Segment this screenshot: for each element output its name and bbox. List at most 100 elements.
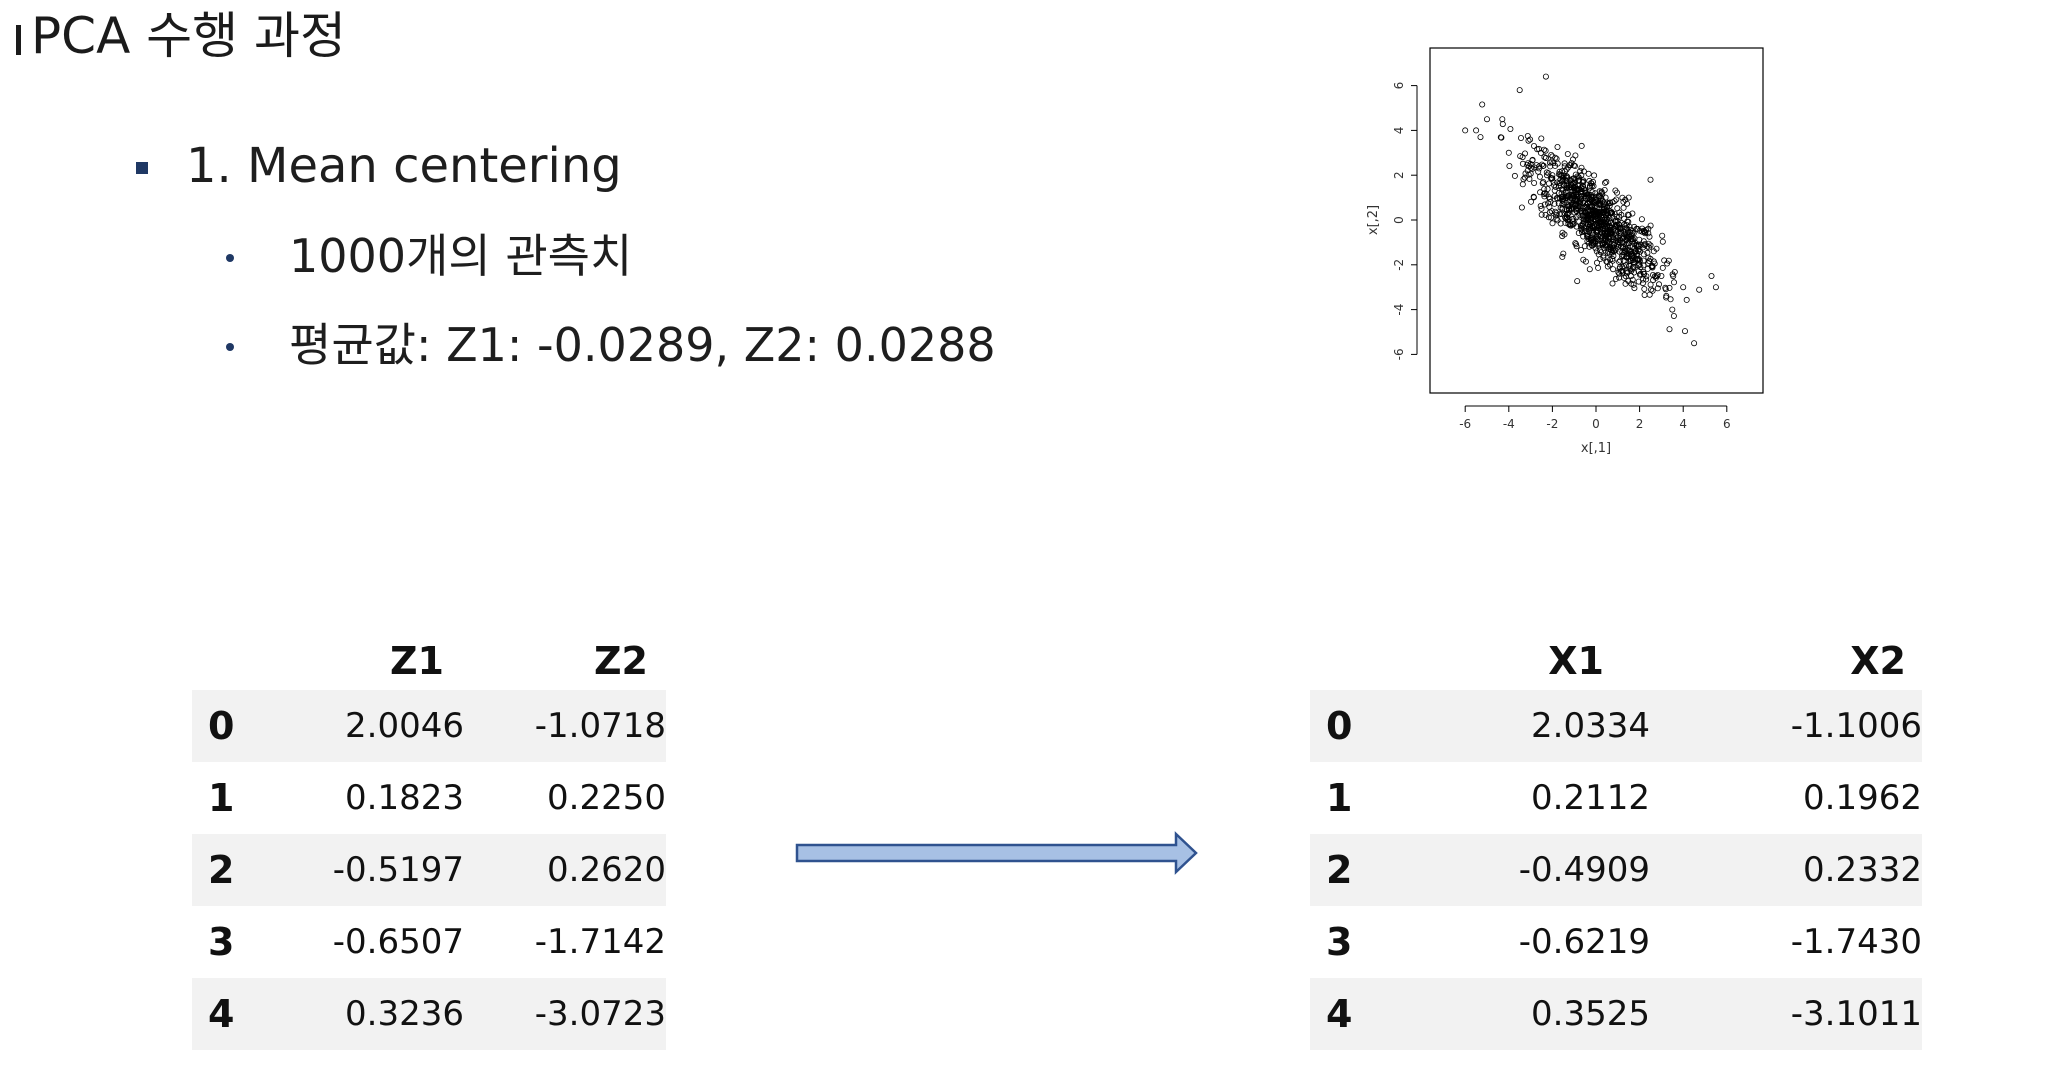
scatter-point	[1536, 173, 1543, 180]
scatter-point	[1566, 207, 1573, 214]
scatter-point	[1670, 273, 1677, 280]
column-header: Z1	[390, 639, 444, 683]
z-table: Z1 Z2 0 2.0046 -1.0718 1 0.1823 0.2250 2…	[192, 632, 666, 1050]
scatter-point	[1691, 340, 1698, 347]
scatter-point	[1659, 264, 1666, 271]
scatter-point	[1616, 258, 1623, 265]
scatter-point	[1559, 197, 1566, 204]
scatter-point	[1533, 162, 1540, 169]
column-header: Z2	[594, 639, 648, 683]
scatter-point	[1593, 248, 1600, 255]
bullet-observations: 1000개의 관측치	[226, 228, 632, 284]
scatter-point	[1545, 170, 1552, 177]
scatter-point	[1549, 220, 1556, 227]
scatter-point	[1612, 217, 1619, 224]
table-cell: 0.3525	[1390, 978, 1656, 1050]
scatter-point	[1646, 244, 1653, 251]
table-row: 2 -0.4909 0.2332	[1310, 834, 1922, 906]
scatter-point	[1497, 134, 1504, 141]
row-index: 4	[192, 978, 272, 1050]
scatter-point	[1662, 286, 1669, 293]
scatter-point	[1544, 200, 1551, 207]
scatter-point	[1538, 135, 1545, 142]
scatter-point	[1619, 269, 1626, 276]
scatter-point	[1579, 205, 1586, 212]
scatter-point	[1617, 225, 1624, 232]
scatter-point	[1542, 211, 1549, 218]
scatter-point	[1541, 201, 1548, 208]
scatter-point	[1567, 177, 1574, 184]
scatter-point	[1505, 149, 1512, 156]
scatter-point	[1550, 179, 1557, 186]
x-table: X1 X2 0 2.0334 -1.1006 1 0.2112 0.1962 2…	[1310, 632, 1922, 1050]
x-axis: -6 -4 -2 0 2 4 6	[1459, 405, 1731, 431]
row-index: 0	[1310, 690, 1390, 762]
scatter-point	[1557, 220, 1564, 227]
scatter-point	[1585, 170, 1592, 177]
scatter-point	[1563, 174, 1570, 181]
scatter-point	[1575, 186, 1582, 193]
table-cell: -3.1011	[1656, 978, 1922, 1050]
scatter-point	[1537, 149, 1544, 156]
scatter-point	[1572, 152, 1579, 159]
scatter-point	[1596, 200, 1603, 207]
scatter-point	[1600, 204, 1607, 211]
table-cell: 2.0334	[1390, 690, 1656, 762]
scatter-point	[1624, 254, 1631, 261]
scatter-point	[1649, 287, 1656, 294]
scatter-point	[1538, 205, 1545, 212]
scatter-point	[1586, 177, 1593, 184]
scatter-point	[1597, 219, 1604, 226]
row-index: 2	[192, 834, 272, 906]
scatter-point	[1612, 275, 1619, 282]
scatter-point	[1658, 272, 1665, 279]
scatter-point	[1649, 264, 1656, 271]
x-tick-label: 4	[1679, 417, 1687, 431]
scatter-point	[1613, 189, 1620, 196]
scatter-point	[1628, 280, 1635, 287]
scatter-point	[1623, 270, 1630, 277]
scatter-point	[1541, 146, 1548, 153]
scatter-point	[1499, 121, 1506, 128]
scatter-point	[1552, 208, 1559, 215]
table-cell: -1.7142	[534, 922, 666, 962]
scatter-point	[1647, 176, 1654, 183]
scatter-point	[1507, 126, 1514, 133]
scatter-point	[1597, 255, 1604, 262]
scatter-point	[1506, 162, 1513, 169]
scatter-point	[1636, 256, 1643, 263]
row-index: 1	[1326, 776, 1353, 820]
scatter-point	[1625, 194, 1632, 201]
scatter-point	[1522, 170, 1529, 177]
scatter-point	[1548, 152, 1555, 159]
scatter-point	[1572, 240, 1579, 247]
scatter-point	[1601, 179, 1608, 186]
scatter-point	[1567, 205, 1574, 212]
scatter-point	[1560, 250, 1567, 257]
scatter-point	[1623, 200, 1630, 207]
scatter-point	[1593, 228, 1600, 235]
scatter-point	[1606, 243, 1613, 250]
scatter-point	[1602, 217, 1609, 224]
y-axis: 6 4 2 0 -2 -4 -6	[1392, 82, 1418, 360]
table-row: 3 -0.6219 -1.7430	[1310, 906, 1922, 978]
scatter-point	[1663, 294, 1670, 301]
scatter-point	[1483, 116, 1490, 123]
scatter-point	[1624, 211, 1631, 218]
scatter-point	[1629, 238, 1636, 245]
scatter-point	[1592, 234, 1599, 241]
scatter-point	[1586, 266, 1593, 273]
scatter-point	[1646, 257, 1653, 264]
scatter-point	[1595, 217, 1602, 224]
scatter-point	[1592, 216, 1599, 223]
scatter-point	[1604, 210, 1611, 217]
scatter-point	[1644, 249, 1651, 256]
scatter-point	[1542, 73, 1549, 80]
scatter-point	[1646, 233, 1653, 240]
scatter-point	[1595, 264, 1602, 271]
scatter-point	[1659, 232, 1666, 239]
table-row: 2 -0.5197 0.2620	[192, 834, 666, 906]
table-cell: -0.5197	[272, 834, 464, 906]
table-cell: -0.6507	[332, 922, 464, 962]
scatter-point	[1542, 147, 1549, 154]
